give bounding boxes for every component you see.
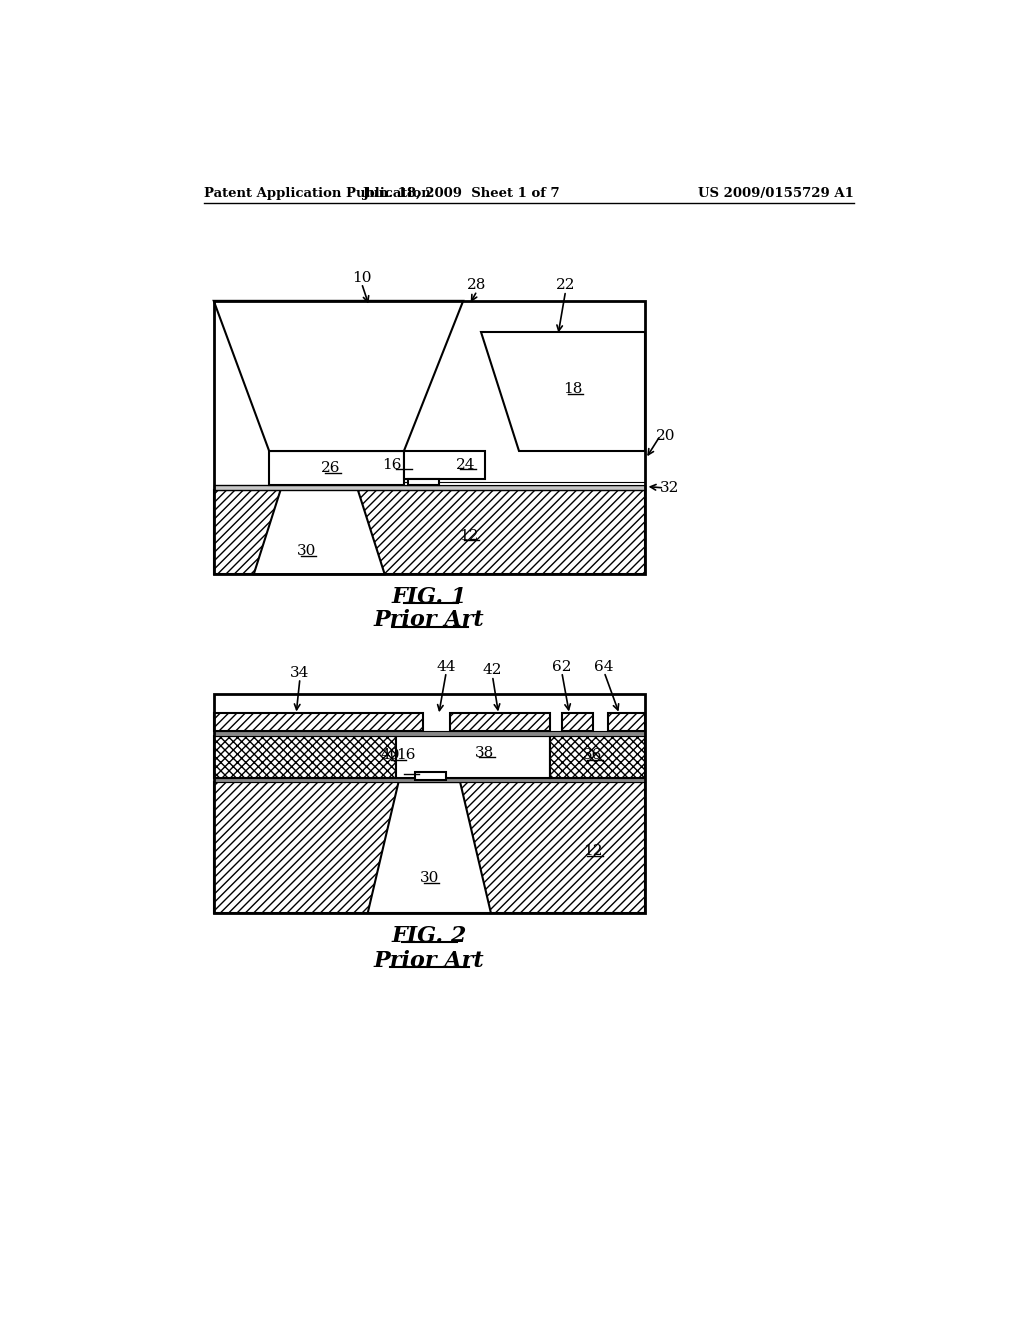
Text: 20: 20 bbox=[656, 429, 676, 442]
Text: Prior Art: Prior Art bbox=[374, 610, 484, 631]
Text: 40: 40 bbox=[381, 748, 400, 762]
Text: 28: 28 bbox=[467, 279, 486, 293]
Polygon shape bbox=[214, 737, 396, 779]
Polygon shape bbox=[214, 781, 645, 913]
Text: US 2009/0155729 A1: US 2009/0155729 A1 bbox=[698, 187, 854, 201]
Text: 38: 38 bbox=[475, 746, 495, 760]
Polygon shape bbox=[254, 490, 385, 574]
Bar bbox=[408, 479, 438, 484]
Polygon shape bbox=[550, 737, 645, 779]
Polygon shape bbox=[451, 713, 550, 731]
Bar bbox=[416, 772, 446, 780]
Text: 34: 34 bbox=[290, 665, 309, 680]
Text: 62: 62 bbox=[552, 660, 571, 673]
Text: 44: 44 bbox=[436, 660, 456, 673]
Text: 26: 26 bbox=[321, 461, 341, 475]
Text: 64: 64 bbox=[594, 660, 613, 673]
Text: Prior Art: Prior Art bbox=[374, 950, 484, 972]
Polygon shape bbox=[608, 713, 645, 731]
Polygon shape bbox=[403, 451, 484, 479]
Bar bbox=[403, 482, 645, 484]
Bar bbox=[214, 731, 645, 737]
Text: FIG. 1: FIG. 1 bbox=[391, 586, 467, 609]
Text: 12: 12 bbox=[583, 845, 602, 858]
Polygon shape bbox=[368, 781, 490, 913]
Text: 30: 30 bbox=[420, 871, 439, 886]
Text: 42: 42 bbox=[482, 664, 502, 677]
Text: 32: 32 bbox=[659, 480, 679, 495]
Text: 16: 16 bbox=[382, 458, 401, 471]
Text: 30: 30 bbox=[296, 544, 315, 558]
Bar bbox=[214, 779, 645, 781]
Polygon shape bbox=[214, 301, 463, 451]
Text: Jun. 18, 2009  Sheet 1 of 7: Jun. 18, 2009 Sheet 1 of 7 bbox=[364, 187, 560, 201]
Text: 16: 16 bbox=[396, 748, 416, 762]
Polygon shape bbox=[214, 713, 423, 731]
Bar bbox=[214, 693, 645, 913]
Bar bbox=[214, 301, 645, 574]
Polygon shape bbox=[562, 713, 593, 731]
Text: 22: 22 bbox=[556, 279, 575, 293]
Text: 10: 10 bbox=[352, 271, 372, 285]
Polygon shape bbox=[214, 490, 645, 574]
Text: 12: 12 bbox=[460, 529, 479, 543]
Bar bbox=[214, 484, 645, 490]
Text: Patent Application Publication: Patent Application Publication bbox=[204, 187, 430, 201]
Text: 18: 18 bbox=[563, 383, 583, 396]
Text: 24: 24 bbox=[456, 458, 475, 471]
Bar bbox=[269, 451, 403, 484]
Text: FIG. 2: FIG. 2 bbox=[391, 925, 467, 948]
Bar bbox=[396, 737, 550, 779]
Polygon shape bbox=[481, 331, 645, 451]
Text: 36: 36 bbox=[583, 748, 602, 762]
